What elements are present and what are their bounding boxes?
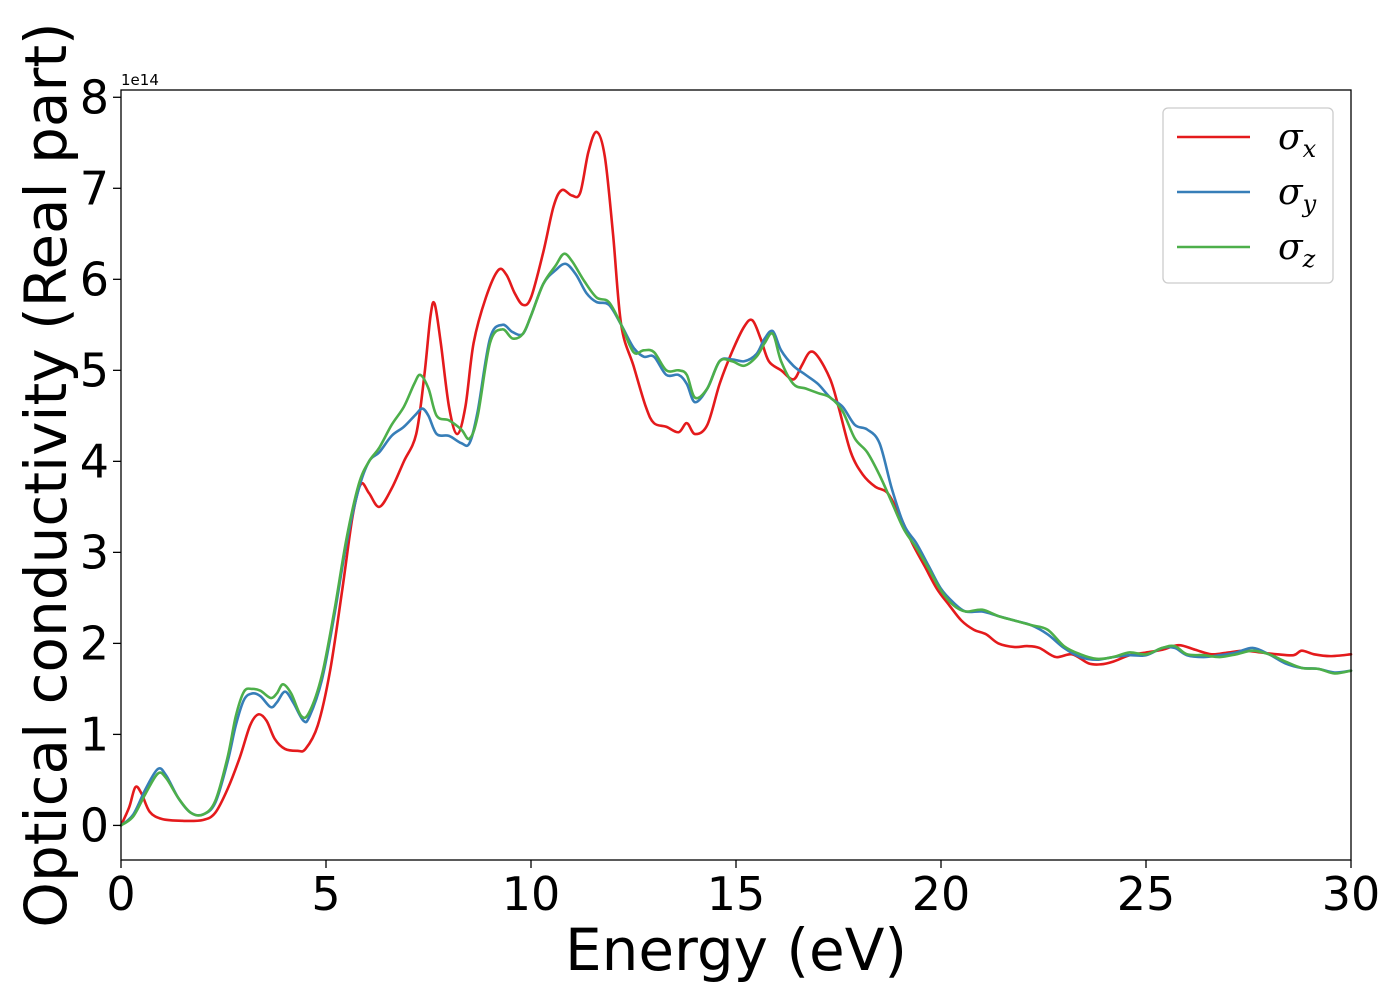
y-tick-label: 1 — [80, 707, 109, 761]
y-tick-label: 3 — [80, 525, 109, 579]
x-axis-label: Energy (eV) — [565, 916, 907, 984]
y-tick-label: 5 — [80, 343, 109, 397]
y-offset-label: 1e14 — [121, 71, 159, 89]
x-tick-label: 25 — [1117, 867, 1176, 921]
y-tick-label: 7 — [80, 161, 109, 215]
x-tick-label: 0 — [106, 867, 135, 921]
y-axis-label: Optical conductivity (Real part) — [12, 22, 80, 927]
series-line-x — [119, 130, 1353, 827]
x-axis-ticks: 0 5 10 15 20 25 30 — [106, 860, 1380, 921]
x-tick-label: 10 — [502, 867, 561, 921]
y-tick-label: 0 — [80, 798, 109, 852]
series-layer — [119, 130, 1353, 827]
legend-box — [1162, 107, 1334, 284]
y-tick-label: 6 — [80, 252, 109, 306]
y-tick-label: 8 — [80, 70, 109, 124]
x-tick-label: 5 — [311, 867, 340, 921]
series-line-z — [119, 252, 1353, 827]
x-tick-label: 30 — [1322, 867, 1381, 921]
y-tick-label: 2 — [80, 616, 109, 670]
y-tick-label: 4 — [80, 434, 109, 488]
x-tick-label: 20 — [912, 867, 971, 921]
y-axis-ticks: 0 1 2 3 4 5 6 7 8 — [80, 70, 121, 852]
x-tick-label: 15 — [707, 867, 766, 921]
series-line-y — [119, 262, 1353, 827]
legend-label-x: σx — [1278, 117, 1317, 163]
